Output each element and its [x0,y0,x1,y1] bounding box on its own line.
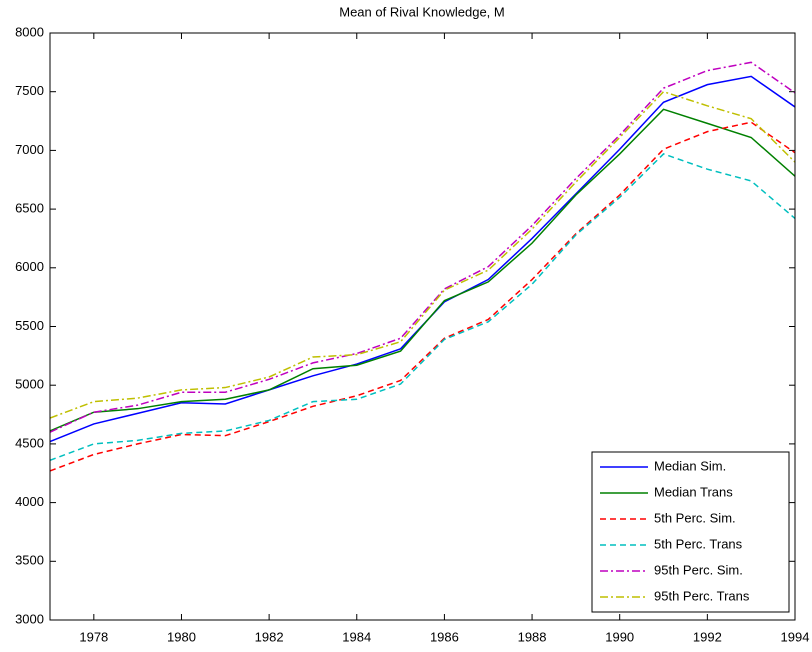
y-tick-label: 3000 [15,611,44,626]
x-tick-label: 1982 [255,629,284,644]
chart-title: Mean of Rival Knowledge, M [339,4,504,19]
x-tick-label: 1978 [79,629,108,644]
legend-label: Median Sim. [654,458,726,473]
legend-label: 5th Perc. Trans [654,536,743,551]
y-tick-label: 4500 [15,435,44,450]
series-line [50,61,795,433]
legend-box [591,451,790,613]
y-tick-label: 5000 [15,377,44,392]
y-tick-label: 7000 [15,142,44,157]
legend-label: 5th Perc. Sim. [654,510,736,525]
y-tick-label: 3500 [15,553,44,568]
y-tick-label: 6000 [15,259,44,274]
y-tick-label: 5500 [15,318,44,333]
x-tick-label: 1994 [781,629,810,644]
legend-label: Median Trans [654,484,733,499]
y-tick-label: 6500 [15,201,44,216]
y-tick-label: 7500 [15,83,44,98]
series-line [50,90,795,419]
legend-label: 95th Perc. Trans [654,588,750,603]
axes-box [49,32,796,621]
y-tick-label: 8000 [15,24,44,39]
series-line [50,108,795,432]
x-tick-label: 1990 [605,629,634,644]
x-tick-label: 1980 [167,629,196,644]
series-line [50,121,795,472]
x-tick-label: 1984 [342,629,371,644]
x-tick-label: 1988 [518,629,547,644]
y-tick-label: 4000 [15,494,44,509]
legend-label: 95th Perc. Sim. [654,562,743,577]
x-tick-label: 1992 [693,629,722,644]
x-tick-label: 1986 [430,629,459,644]
series-line [50,153,795,462]
